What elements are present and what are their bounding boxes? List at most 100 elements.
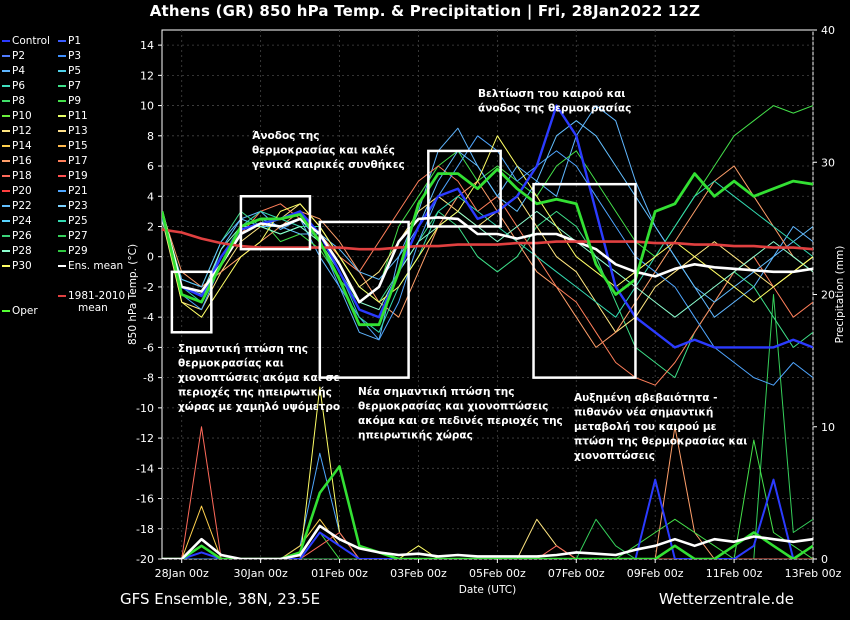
legend-item: P24 (2, 214, 32, 228)
legend-label: P22 (12, 200, 32, 212)
annotation-line: ηπειρωτικής χώρας (358, 430, 473, 442)
x-tick-label: 09Feb 00z (627, 567, 684, 580)
temp-line-control (162, 104, 813, 349)
legend-swatch (2, 85, 10, 87)
legend-item: P10 (2, 109, 32, 123)
annotation-box (532, 182, 637, 379)
x-tick-label: 28Jan 00z (155, 567, 209, 580)
legend-swatch (58, 250, 66, 252)
annotation-line: θερμοκρασίας και χιονοπτώσεις (358, 401, 548, 413)
annotation-line: περιοχές της ηπειρωτικής (178, 387, 332, 399)
legend-swatch (58, 265, 66, 267)
legend-label: P23 (68, 200, 88, 212)
legend-label: 1981-2010 mean (68, 290, 126, 314)
annotation-box (318, 220, 410, 379)
legend-swatch (58, 190, 66, 192)
model-location-label: GFS Ensemble, 38N, 23.5E (120, 590, 321, 608)
y-tick-label: 4 (147, 190, 154, 203)
y-tick-label: -14 (136, 462, 154, 475)
legend-label: P29 (68, 245, 88, 257)
legend-label: P15 (68, 140, 88, 152)
legend-item: P4 (2, 64, 25, 78)
legend-swatch (2, 310, 10, 312)
y-tick-label: 8 (147, 130, 154, 143)
annotation-line: πιθανόν νέα σημαντική (574, 407, 713, 419)
legend-label: P20 (12, 185, 32, 197)
legend-item: P30 (2, 259, 32, 273)
legend-label: Ens. mean (68, 260, 124, 272)
x-axis-label: Date (UTC) (459, 584, 516, 596)
annotation-line: χιονοπτώσεις ακόμα και σε (178, 372, 340, 384)
annotation-drop2: Νέα σημαντική πτώση της θερμοκρασίας και … (358, 386, 563, 442)
annotation-uncertain: Αυξημένη αβεβαιότητα - πιθανόν νέα σημαντ… (574, 392, 747, 462)
legend-label: P26 (12, 230, 32, 242)
legend-swatch (58, 220, 66, 222)
legend-item: P26 (2, 229, 32, 243)
annotation-rise1: Άνοδος της θερμοκρασίας και καλές γενικά κ… (252, 130, 405, 171)
y-tick-label: -18 (136, 523, 154, 536)
legend-swatch (2, 205, 10, 207)
y-tick-label: -4 (143, 311, 154, 324)
legend-label: P19 (68, 170, 88, 182)
legend-label: P4 (12, 65, 26, 77)
legend-item: Ens. mean (58, 259, 123, 273)
legend-swatch (2, 160, 10, 162)
legend-item: P6 (2, 79, 25, 93)
legend-item: P5 (58, 64, 81, 78)
legend-item: P7 (58, 79, 81, 93)
x-tick-label: 13Feb 00z (785, 567, 842, 580)
legend: Control P1 P2 P3 P4 P5 P6 P7 P8 P9 P10 P11 P12 P13 P14… (0, 34, 140, 324)
y-tick-label: -2 (143, 281, 154, 294)
legend-item: P28 (2, 244, 32, 258)
legend-label: P25 (68, 215, 88, 227)
annotation-box (239, 195, 312, 251)
legend-swatch (2, 70, 10, 72)
legend-swatch (58, 160, 66, 162)
legend-swatch (58, 295, 66, 297)
temp-line-oper (162, 167, 813, 327)
legend-swatch (2, 235, 10, 237)
legend-item: P13 (58, 124, 88, 138)
annotation-line: μεταβολή του καιρού με (574, 421, 717, 433)
y-tick-label: 0 (147, 251, 154, 264)
legend-item: P22 (2, 199, 32, 213)
legend-swatch (2, 220, 10, 222)
legend-item: P3 (58, 49, 81, 63)
y-axis-label: 850 hPa Temp. (°C) (127, 244, 139, 345)
legend-label: P17 (68, 155, 88, 167)
annotation-line: άνοδος της θερμοκρασίας (478, 103, 631, 115)
y-tick-label: -8 (143, 372, 154, 385)
annotation-line: Βελτίωση του καιρού και (478, 88, 625, 100)
legend-label: P21 (68, 185, 88, 197)
legend-label: Oper (12, 305, 38, 317)
annotation-box (170, 270, 213, 334)
legend-swatch (58, 235, 66, 237)
x-tick-label: 03Feb 00z (390, 567, 447, 580)
annotation-line: Άνοδος της (252, 130, 319, 142)
annotation-box (427, 149, 502, 228)
y-tick-label: -6 (143, 341, 154, 354)
annotation-line: ακόμα και σε πεδινές περιοχές της (358, 415, 563, 427)
source-label: Wetterzentrale.de (658, 590, 794, 608)
legend-label: P12 (12, 125, 32, 137)
legend-swatch (2, 250, 10, 252)
legend-label: P3 (68, 50, 82, 62)
y2-axis-label: Precipitation (mm) (834, 246, 846, 344)
legend-item: Oper (2, 304, 38, 318)
annotation-drop1: Σημαντική πτώση της θερμοκρασίας και χιονο… (178, 343, 340, 413)
legend-swatch (58, 145, 66, 147)
legend-item: P8 (2, 94, 25, 108)
y2-tick-label: 40 (821, 24, 835, 37)
legend-label: P10 (12, 110, 32, 122)
y-tick-label: -16 (136, 493, 154, 506)
annotation-improve: Βελτίωση του καιρού και άνοδος της θερμοκ… (478, 88, 631, 115)
legend-label: P8 (12, 95, 26, 107)
legend-swatch (58, 205, 66, 207)
legend-label: P27 (68, 230, 88, 242)
legend-swatch (58, 115, 66, 117)
legend-label: P30 (12, 260, 32, 272)
legend-swatch (58, 130, 66, 132)
legend-label: P11 (68, 110, 88, 122)
y2-tick-label: 20 (821, 289, 835, 302)
temp-line-p17 (162, 165, 813, 386)
